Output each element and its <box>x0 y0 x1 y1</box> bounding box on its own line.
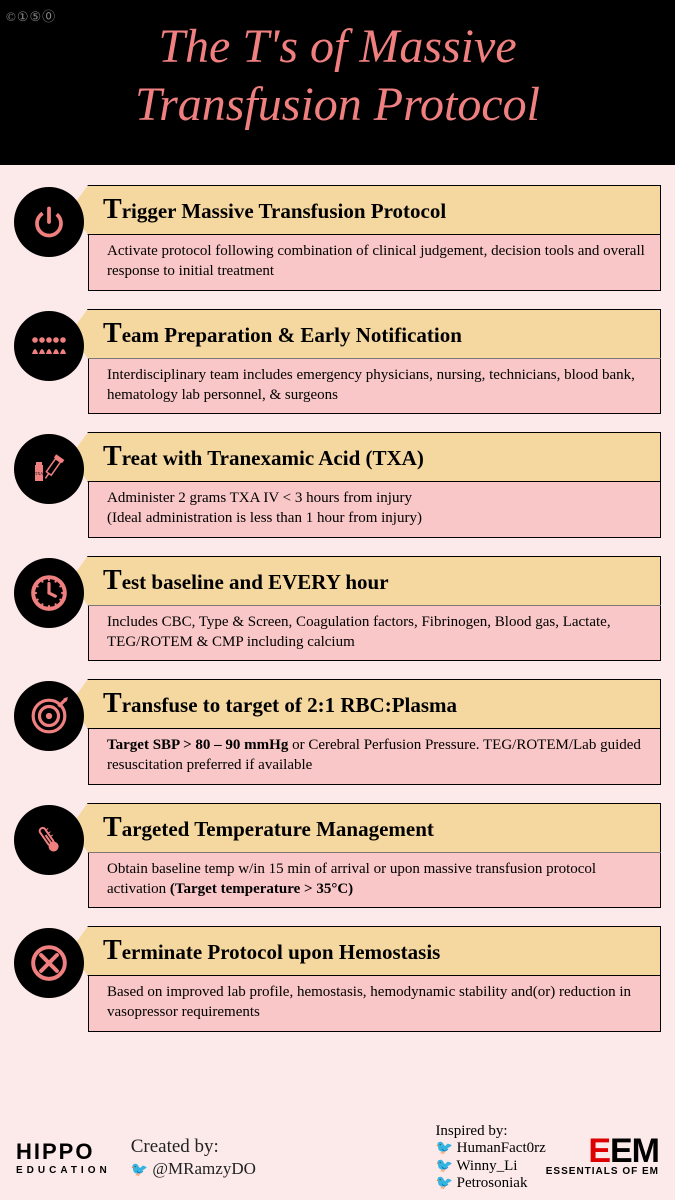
eem-logo: EEM ESSENTIALS OF EM <box>546 1138 659 1176</box>
footer: HIPPO EDUCATION Created by: 🐦 @MRamzyDO … <box>0 1115 675 1200</box>
hippo-logo: HIPPO EDUCATION <box>16 1139 111 1176</box>
item-title: Targeted Temperature Management <box>70 803 661 853</box>
thermo-icon <box>14 805 84 875</box>
inspired-handle: 🐦 Petrosoniak <box>435 1175 545 1192</box>
item-description: Based on improved lab profile, hemostasi… <box>88 976 661 1032</box>
item-description: Includes CBC, Type & Screen, Coagulation… <box>88 606 661 662</box>
txa-icon: TXA <box>14 434 84 504</box>
item-description: Target SBP > 80 – 90 mmHg or Cerebral Pe… <box>88 729 661 785</box>
item-description: Administer 2 grams TXA IV < 3 hours from… <box>88 482 661 538</box>
inspired-by: Inspired by: 🐦 HumanFact0rz🐦 Winny_Li🐦 P… <box>421 1123 545 1192</box>
protocol-item: Transfuse to target of 2:1 RBC:Plasma Ta… <box>14 679 661 785</box>
protocol-item: Terminate Protocol upon Hemostasis Based… <box>14 926 661 1032</box>
hippo-logo-text: HIPPO <box>16 1139 111 1165</box>
title-line-1: The T's of Massive <box>10 18 665 76</box>
created-label: Created by: <box>131 1136 422 1159</box>
cc-license-badge: ©①⑤⓪ <box>6 6 56 25</box>
title-line-2: Transfusion Protocol <box>10 76 665 134</box>
team-icon <box>14 311 84 381</box>
item-description: Interdisciplinary team includes emergenc… <box>88 359 661 415</box>
protocol-item: Trigger Massive Transfusion Protocol Act… <box>14 185 661 291</box>
svg-text:TXA: TXA <box>35 471 43 476</box>
protocol-item: Test baseline and EVERY hour Includes CB… <box>14 556 661 662</box>
item-title: Treat with Tranexamic Acid (TXA) <box>70 432 661 482</box>
power-icon <box>14 187 84 257</box>
protocol-item: Targeted Temperature Management Obtain b… <box>14 803 661 909</box>
target-icon <box>14 681 84 751</box>
protocol-item: Team Preparation & Early Notification In… <box>14 309 661 415</box>
inspired-handle: 🐦 Winny_Li <box>435 1158 545 1175</box>
item-title: Test baseline and EVERY hour <box>70 556 661 606</box>
created-by: Created by: 🐦 @MRamzyDO <box>111 1136 422 1180</box>
inspired-handle: 🐦 HumanFact0rz <box>435 1140 545 1157</box>
item-description: Obtain baseline temp w/in 15 min of arri… <box>88 853 661 909</box>
item-title: Team Preparation & Early Notification <box>70 309 661 359</box>
hippo-logo-sub: EDUCATION <box>16 1165 111 1176</box>
terminate-icon <box>14 928 84 998</box>
item-description: Activate protocol following combination … <box>88 235 661 291</box>
eem-sub: ESSENTIALS OF EM <box>546 1166 659 1177</box>
clock-icon <box>14 558 84 628</box>
protocol-item: TXA Treat with Tranexamic Acid (TXA) Adm… <box>14 432 661 538</box>
item-title: Trigger Massive Transfusion Protocol <box>70 185 661 235</box>
inspired-label: Inspired by: <box>435 1123 545 1140</box>
items-list: Trigger Massive Transfusion Protocol Act… <box>0 165 675 1032</box>
item-title: Transfuse to target of 2:1 RBC:Plasma <box>70 679 661 729</box>
inspired-handles: 🐦 HumanFact0rz🐦 Winny_Li🐦 Petrosoniak <box>435 1140 545 1192</box>
created-handle: 🐦 @MRamzyDO <box>131 1159 422 1180</box>
item-title: Terminate Protocol upon Hemostasis <box>70 926 661 976</box>
header: The T's of Massive Transfusion Protocol <box>0 0 675 165</box>
